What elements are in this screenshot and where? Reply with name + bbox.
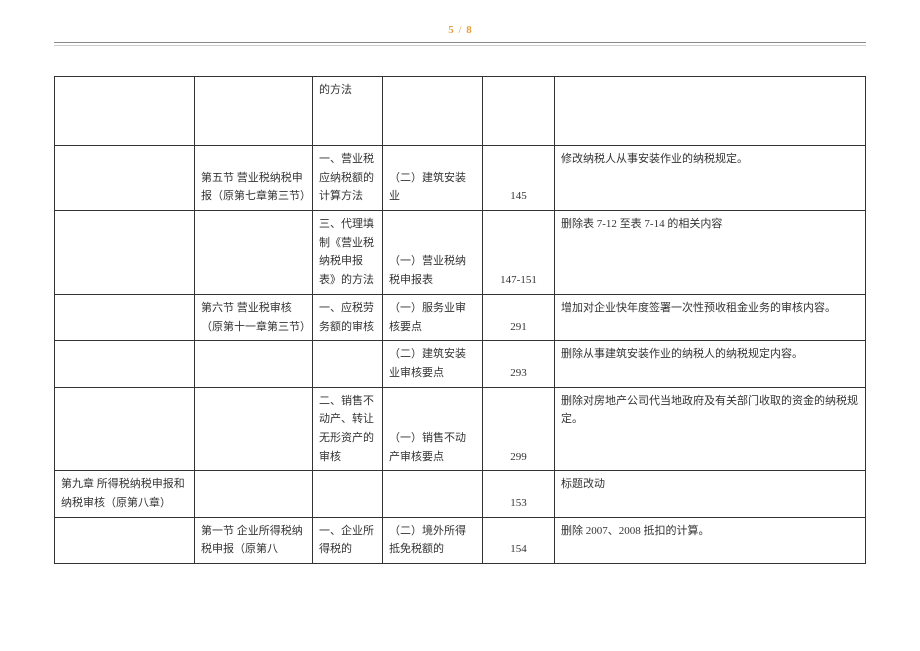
cell-page: 147-151 [483,211,555,295]
document-page: 5 / 8 的方法第五节 营业税纳税申报（原第七章第三节）一、营业税应纳税额的计… [0,0,920,651]
cell-change [555,77,866,146]
page-total: 8 [466,24,472,36]
cell-sub2: （二）建筑安装业审核要点 [383,341,483,387]
cell-chapter [55,517,195,563]
cell-sub2 [383,77,483,146]
cell-page: 153 [483,471,555,517]
table-row: 第九章 所得税纳税申报和纳税审核（原第八章） 153标题改动 [55,471,866,517]
cell-page: 293 [483,341,555,387]
cell-chapter [55,387,195,471]
table-row: 第六节 营业税审核（原第十一章第三节）一、应税劳务额的审核（一）服务业审核要点2… [55,294,866,340]
table-row: 的方法 [55,77,866,146]
cell-chapter [55,211,195,295]
cell-chapter [55,77,195,146]
page-sep: / [458,24,461,36]
cell-sub2: （二）境外所得抵免税额的 [383,517,483,563]
cell-page [483,77,555,146]
cell-sub2: （一）营业税纳税申报表 [383,211,483,295]
cell-change: 删除对房地产公司代当地政府及有关部门收取的资金的纳税规定。 [555,387,866,471]
table-row: 三、代理填制《营业税纳税申报表》的方法（一）营业税纳税申报表147-151删除表… [55,211,866,295]
cell-section [195,77,313,146]
cell-section [195,387,313,471]
cell-page: 291 [483,294,555,340]
cell-chapter: 第九章 所得税纳税申报和纳税审核（原第八章） [55,471,195,517]
cell-chapter [55,294,195,340]
cell-sub1 [313,341,383,387]
cell-page: 154 [483,517,555,563]
cell-change: 标题改动 [555,471,866,517]
cell-sub1: 一、营业税应纳税额的计算方法 [313,146,383,211]
cell-sub1: 二、销售不动产、转让无形资产的审核 [313,387,383,471]
cell-section: 第六节 营业税审核（原第十一章第三节） [195,294,313,340]
header-rule-1 [54,42,866,43]
cell-chapter [55,341,195,387]
cell-section: 第一节 企业所得税纳税申报（原第八 [195,517,313,563]
cell-change: 增加对企业快年度签署一次性预收租金业务的审核内容。 [555,294,866,340]
table-row: 第五节 营业税纳税申报（原第七章第三节）一、营业税应纳税额的计算方法（二）建筑安… [55,146,866,211]
cell-sub2: （二）建筑安装业 [383,146,483,211]
cell-section: 第五节 营业税纳税申报（原第七章第三节） [195,146,313,211]
cell-page: 299 [483,387,555,471]
cell-change: 删除 2007、2008 抵扣的计算。 [555,517,866,563]
cell-sub1 [313,471,383,517]
cell-change: 修改纳税人从事安装作业的纳税规定。 [555,146,866,211]
cell-sub1: 一、企业所得税的 [313,517,383,563]
table-row: 二、销售不动产、转让无形资产的审核（一）销售不动产审核要点299删除对房地产公司… [55,387,866,471]
cell-change: 删除从事建筑安装作业的纳税人的纳税规定内容。 [555,341,866,387]
cell-section [195,471,313,517]
header-rule-2 [54,45,866,46]
page-number: 5 / 8 [54,20,866,42]
page-current: 5 [448,24,454,36]
content-table: 的方法第五节 营业税纳税申报（原第七章第三节）一、营业税应纳税额的计算方法（二）… [54,76,866,564]
cell-sub2 [383,471,483,517]
cell-sub1: 的方法 [313,77,383,146]
table-row: 第一节 企业所得税纳税申报（原第八一、企业所得税的（二）境外所得抵免税额的154… [55,517,866,563]
cell-section [195,211,313,295]
cell-change: 删除表 7-12 至表 7-14 的相关内容 [555,211,866,295]
cell-sub2: （一）销售不动产审核要点 [383,387,483,471]
cell-section [195,341,313,387]
cell-sub1: 三、代理填制《营业税纳税申报表》的方法 [313,211,383,295]
cell-sub2: （一）服务业审核要点 [383,294,483,340]
cell-page: 145 [483,146,555,211]
table-row: （二）建筑安装业审核要点293删除从事建筑安装作业的纳税人的纳税规定内容。 [55,341,866,387]
cell-chapter [55,146,195,211]
cell-sub1: 一、应税劳务额的审核 [313,294,383,340]
